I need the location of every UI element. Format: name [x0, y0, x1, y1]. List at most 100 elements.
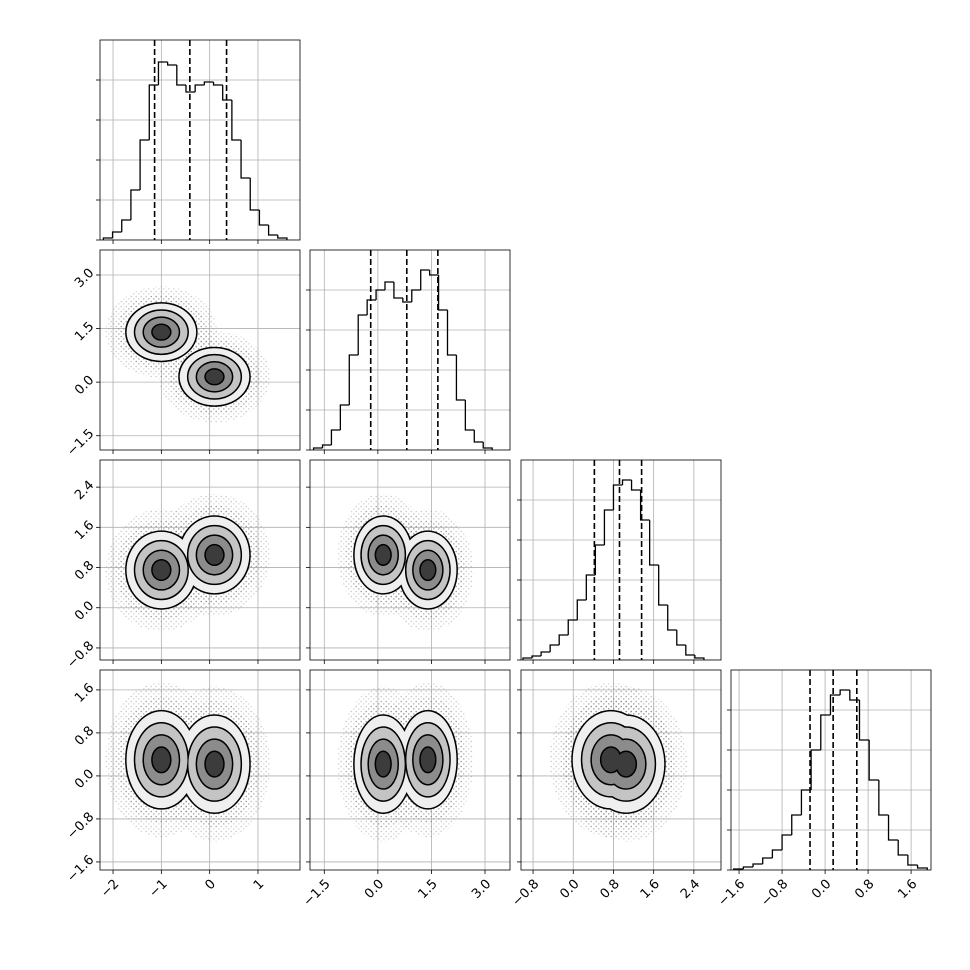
panel: [521, 670, 721, 870]
x-tick-label: 0.0: [362, 877, 387, 902]
x-tick-label: 3.0: [469, 877, 494, 902]
histogram-step: [621, 479, 632, 485]
histogram-step: [203, 81, 214, 85]
y-tick-label: 1.6: [72, 681, 97, 706]
x-tick-label: −0.8: [758, 877, 791, 910]
x-tick-label: 0.0: [557, 877, 582, 902]
panel-frame: [520, 459, 722, 661]
histogram-step: [694, 655, 705, 660]
histogram-step: [277, 235, 288, 240]
histogram-step: [102, 237, 113, 240]
panel: [100, 250, 300, 450]
histogram-step: [667, 605, 677, 631]
y-tick-label: 0.0: [72, 767, 97, 792]
panel-frame: [520, 669, 722, 871]
histogram-step: [752, 863, 763, 867]
histogram-step: [585, 574, 596, 600]
panel-frame: [730, 669, 932, 871]
contour-fill: [420, 747, 435, 772]
histogram-step: [868, 740, 879, 781]
histogram-step: [887, 815, 899, 841]
y-tick-label: −0.8: [64, 639, 97, 672]
histogram-step: [800, 789, 812, 815]
y-tick-label: 0.0: [72, 598, 97, 623]
histogram-step: [420, 269, 430, 290]
histogram-step: [455, 355, 466, 401]
histogram-step: [810, 749, 821, 790]
x-tick-label: 0.8: [598, 877, 623, 902]
contour-fill: [205, 369, 224, 384]
histogram-step: [267, 225, 278, 236]
histogram-step: [576, 599, 587, 620]
histogram-step: [185, 85, 196, 93]
x-tick-label: 1.6: [638, 877, 663, 902]
histogram-step: [384, 281, 394, 290]
histogram-step: [658, 565, 668, 606]
histogram-step: [339, 404, 350, 430]
histogram-step: [148, 84, 159, 140]
histogram-step: [791, 814, 802, 835]
x-tick-label: −1.5: [301, 877, 334, 910]
x-tick-label: 0.0: [809, 877, 834, 902]
histogram-step: [130, 189, 141, 220]
x-tick-label: 1.6: [895, 877, 920, 902]
histogram-step: [464, 400, 475, 431]
histogram-step: [312, 447, 323, 450]
histogram-step: [820, 714, 831, 750]
x-tick-label: −2: [98, 877, 122, 901]
histogram-step: [176, 65, 186, 86]
contour-fill: [205, 751, 224, 777]
panel-frame: [99, 459, 301, 661]
histogram-step: [771, 849, 783, 858]
histogram-step: [428, 270, 439, 276]
contour-fill: [376, 751, 391, 777]
histogram-step: [685, 645, 695, 656]
histogram-step: [212, 82, 223, 86]
histogram-step: [603, 509, 614, 545]
histogram-step: [531, 655, 542, 658]
contour-fill: [152, 560, 171, 580]
contour-fill: [205, 545, 224, 565]
histogram-step: [612, 484, 623, 510]
x-tick-label: 0.8: [852, 877, 877, 902]
x-tick-label: 2.4: [678, 877, 703, 902]
histogram-step: [222, 85, 232, 101]
contour-fill: [616, 751, 636, 777]
histogram-step: [781, 834, 792, 850]
histogram-step: [839, 689, 850, 695]
histogram-step: [540, 651, 551, 656]
x-tick-label: −1: [146, 877, 170, 901]
panel-frame: [99, 39, 301, 241]
histogram-step: [522, 657, 533, 660]
contour-fill: [420, 560, 435, 580]
contour-fill: [152, 325, 171, 340]
histogram-step: [676, 630, 686, 646]
histogram-step: [166, 62, 177, 66]
histogram-step: [829, 694, 841, 715]
histogram-step: [139, 139, 150, 190]
histogram-step: [393, 282, 403, 299]
y-tick-label: 2.4: [72, 478, 97, 503]
panel-frame: [309, 249, 511, 451]
contour-fill: [152, 747, 171, 772]
histogram-step: [549, 644, 560, 652]
histogram-step: [437, 275, 448, 311]
y-tick-label: 3.0: [72, 266, 97, 291]
panel: [310, 460, 510, 660]
y-tick-label: 1.5: [72, 319, 97, 344]
x-tick-label: 1: [251, 877, 267, 893]
panel: [100, 670, 300, 870]
histogram-step: [897, 840, 908, 856]
histogram-step: [402, 298, 412, 303]
histogram-step: [258, 210, 269, 226]
histogram-step: [231, 100, 242, 141]
histogram-step: [907, 855, 918, 866]
histogram-step: [121, 219, 131, 232]
y-tick-label: 0.0: [72, 373, 97, 398]
x-tick-label: 1.5: [415, 877, 440, 902]
y-tick-label: 0.8: [72, 558, 97, 583]
histogram-step: [916, 865, 928, 870]
y-tick-label: −0.8: [64, 810, 97, 843]
y-tick-label: 1.6: [72, 518, 97, 543]
